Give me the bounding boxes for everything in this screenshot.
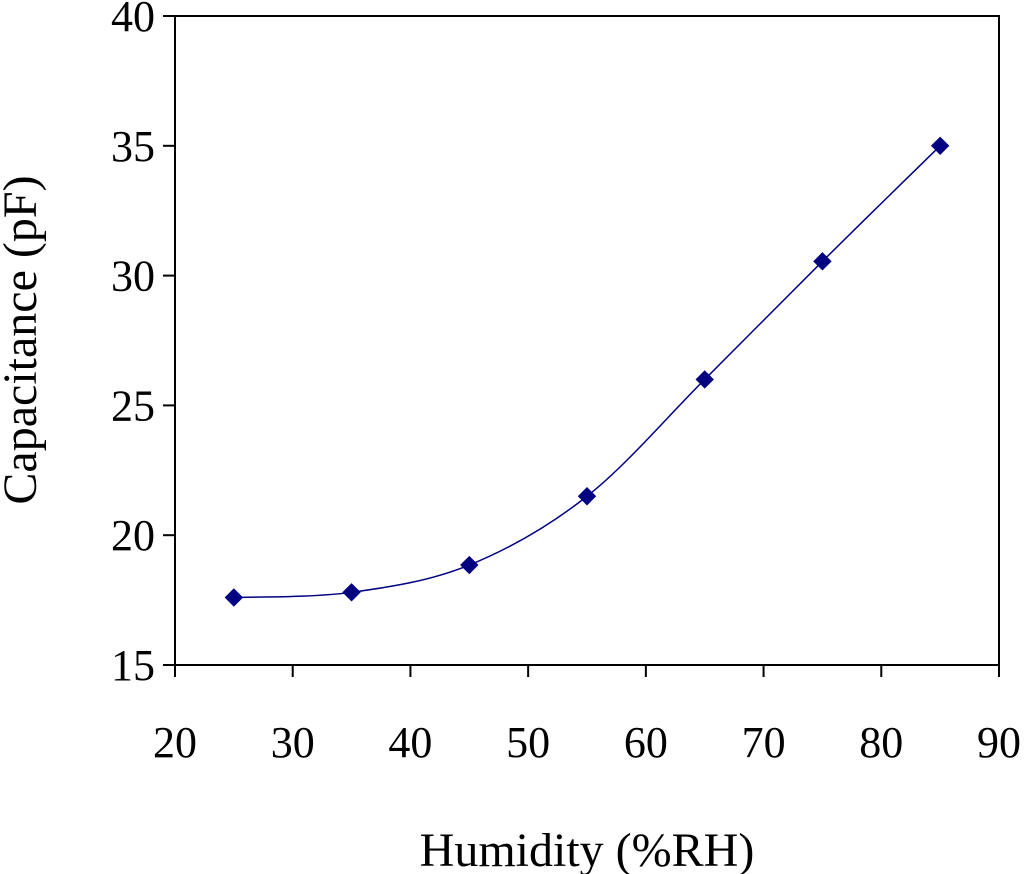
x-tick-label: 20 [153, 718, 197, 767]
x-axis: 20 30 40 50 60 70 80 90 [153, 665, 1021, 767]
y-axis: 15 20 25 30 35 40 [111, 0, 175, 690]
data-point-marker [224, 588, 244, 607]
x-tick-label: 30 [271, 718, 315, 767]
plot-area [174, 15, 1000, 666]
x-tick-label: 50 [506, 718, 550, 767]
x-tick-label: 40 [388, 718, 432, 767]
y-tick-label: 25 [111, 381, 155, 430]
x-tick-label: 80 [859, 718, 903, 767]
y-tick-label: 30 [111, 252, 155, 301]
y-tick-label: 15 [111, 641, 155, 690]
x-tick-label: 60 [624, 718, 668, 767]
series-layer [224, 136, 950, 607]
x-axis-title: Humidity (%RH) [420, 824, 755, 874]
y-tick-label: 35 [111, 122, 155, 171]
data-point-marker [695, 370, 714, 389]
data-point-marker [577, 487, 597, 506]
data-point-marker [813, 252, 832, 271]
data-point-marker [342, 583, 361, 602]
y-tick-label: 20 [111, 511, 155, 560]
x-tick-label: 90 [977, 718, 1021, 767]
y-tick-label: 40 [111, 0, 155, 41]
x-tick-label: 70 [742, 718, 786, 767]
data-point-marker [460, 555, 479, 575]
y-axis-title: Capacitance (pF) [0, 175, 47, 504]
data-point-marker [930, 136, 950, 156]
